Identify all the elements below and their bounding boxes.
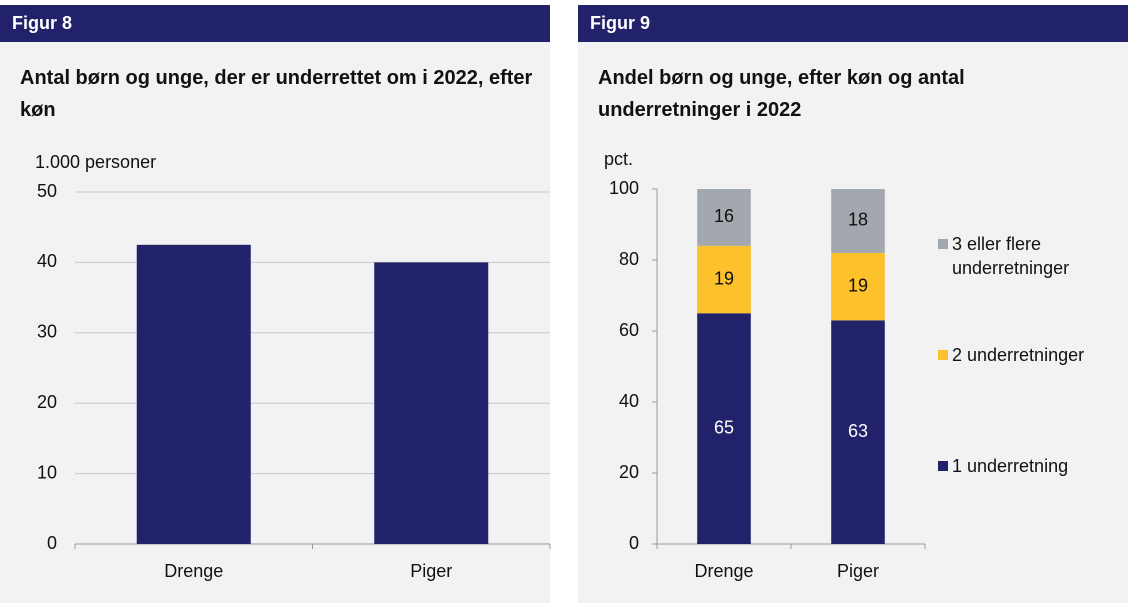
legend-label: 1 underretning — [952, 456, 1069, 476]
bar — [374, 262, 489, 544]
y-axis-label: pct. — [604, 149, 633, 169]
y-tick-label: 100 — [609, 178, 639, 198]
x-tick-label: Drenge — [164, 561, 223, 581]
bar-segment — [831, 189, 885, 253]
data-label: 65 — [714, 417, 734, 437]
y-tick-label: 40 — [619, 391, 639, 411]
data-label: 19 — [714, 268, 734, 288]
legend-item: 2 underretninger — [938, 343, 1128, 367]
y-tick-label: 20 — [619, 462, 639, 482]
data-label: 16 — [714, 206, 734, 226]
x-tick-label: Piger — [837, 561, 879, 581]
y-tick-label: 40 — [37, 251, 57, 271]
bar-segment — [697, 313, 751, 544]
data-label: 63 — [848, 421, 868, 441]
chart-title: Antal børn og unge, der er underrettet o… — [20, 67, 533, 121]
y-tick-label: 60 — [619, 320, 639, 340]
legend-item: 1 underretning — [938, 454, 1128, 478]
figure-header — [578, 5, 1128, 42]
bar-segment — [697, 189, 751, 246]
x-tick-label: Drenge — [694, 561, 753, 581]
legend-swatch — [938, 461, 948, 471]
legend-label: 3 eller flere underretninger — [952, 234, 1070, 278]
y-tick-label: 10 — [37, 462, 57, 482]
y-tick-label: 80 — [619, 249, 639, 269]
bar-segment — [697, 245, 751, 314]
y-tick-label: 50 — [37, 181, 57, 201]
chart-title: Andel børn og unge, efter køn og antal u… — [598, 67, 965, 121]
bar — [136, 244, 251, 545]
bar-segment — [831, 252, 885, 321]
y-tick-label: 30 — [37, 322, 57, 342]
figure-label: Figur 8 — [12, 13, 72, 33]
data-label: 18 — [848, 210, 868, 230]
data-label: 19 — [848, 275, 868, 295]
y-tick-label: 0 — [47, 533, 57, 553]
bar-segment — [831, 320, 885, 544]
legend-swatch — [938, 239, 948, 249]
legend-label: 2 underretninger — [952, 345, 1085, 365]
figure-label: Figur 9 — [590, 13, 650, 33]
y-tick-label: 0 — [629, 533, 639, 553]
legend-item: 3 eller flere underretninger — [938, 232, 1128, 280]
y-axis-label: 1.000 personer — [35, 152, 156, 172]
legend-swatch — [938, 350, 948, 360]
x-tick-label: Piger — [410, 561, 452, 581]
y-tick-label: 20 — [37, 392, 57, 412]
figure-header — [0, 5, 550, 42]
